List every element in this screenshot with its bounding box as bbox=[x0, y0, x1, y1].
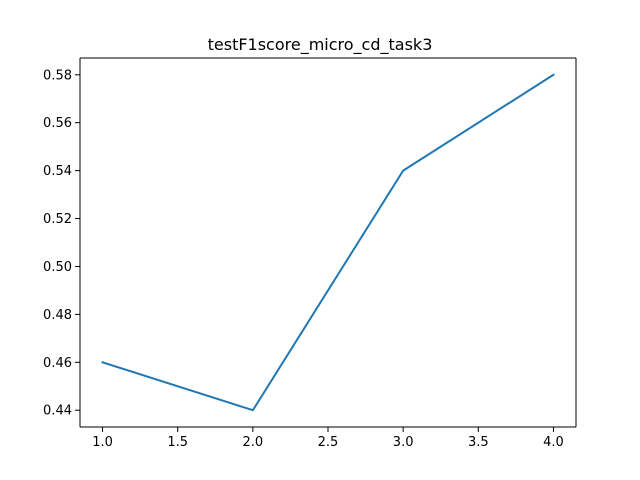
y-tick-label: 0.50 bbox=[43, 260, 72, 275]
series-line bbox=[101, 73, 555, 412]
plot-area: 1.0 1.5 2.0 2.5 3.0 3.5 4.0 0.44 0.46 0.48 0.50 0.5… bbox=[43, 57, 577, 450]
x-tick-label: 1.5 bbox=[167, 435, 188, 450]
x-tick-label: 1.0 bbox=[92, 435, 113, 450]
x-tick-label: 2.0 bbox=[243, 435, 264, 450]
y-tick-label: 0.58 bbox=[43, 68, 72, 83]
y-tick-label: 0.56 bbox=[43, 116, 72, 131]
x-tick-label: 4.0 bbox=[543, 435, 564, 450]
y-tick-label: 0.44 bbox=[43, 404, 72, 419]
y-tick-label: 0.52 bbox=[43, 212, 72, 227]
y-tick-label: 0.48 bbox=[43, 308, 72, 323]
y-tick-label: 0.46 bbox=[43, 356, 72, 371]
x-tick-label: 3.0 bbox=[393, 435, 414, 450]
y-tick-label: 0.54 bbox=[43, 164, 72, 179]
x-tick-label: 3.5 bbox=[468, 435, 489, 450]
chart-title: testF1score_micro_cd_task3 bbox=[208, 35, 433, 55]
x-tick-label: 2.5 bbox=[318, 435, 339, 450]
